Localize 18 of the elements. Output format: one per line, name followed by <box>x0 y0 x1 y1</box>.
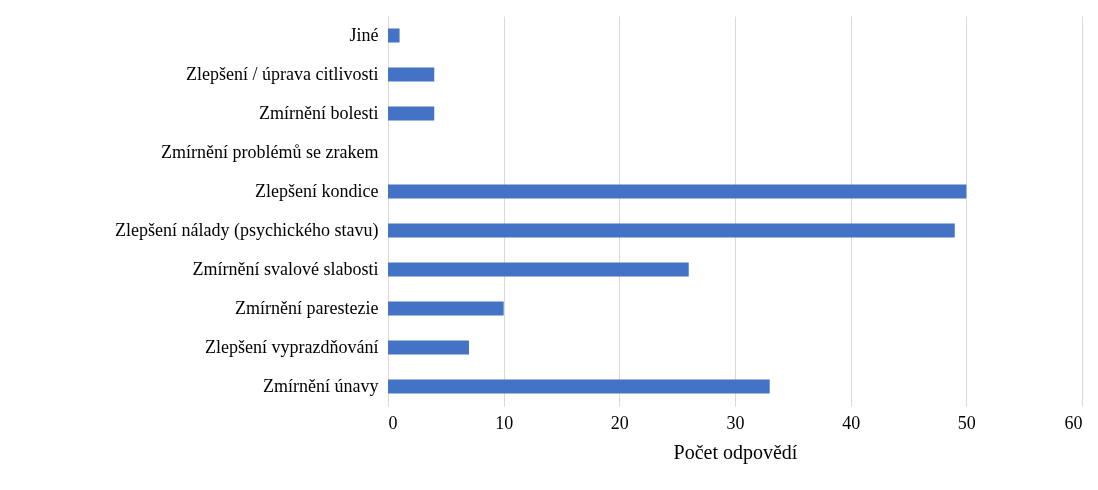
y-tick-label: Zmírnění únavy <box>263 375 379 396</box>
y-tick-label: Zlepšení nálady (psychického stavu) <box>115 219 379 241</box>
x-axis-title: Počet odpovědí <box>673 440 798 464</box>
x-tick-label: 30 <box>726 412 745 433</box>
x-tick-label: 0 <box>388 412 398 433</box>
x-tick-label: 10 <box>495 412 514 433</box>
y-tick-label: Zmírnění bolesti <box>259 102 379 123</box>
y-tick-label: Zlepšení kondice <box>255 180 379 201</box>
y-tick-label: Zlepšení vyprazdňování <box>205 336 379 357</box>
y-tick-label: Zlepšení / úprava citlivosti <box>186 63 379 84</box>
x-tick-label: 50 <box>957 412 976 433</box>
x-tick-label: 20 <box>610 412 629 433</box>
x-tick-label: 40 <box>842 412 861 433</box>
x-tick-label: 60 <box>1064 412 1083 433</box>
y-tick-label: Zmírnění parestezie <box>235 297 379 318</box>
y-tick-label: Zmírnění svalové slabosti <box>192 258 379 279</box>
y-tick-label: Zmírnění problémů se zrakem <box>161 141 379 162</box>
y-tick-label: Jiné <box>349 24 379 45</box>
